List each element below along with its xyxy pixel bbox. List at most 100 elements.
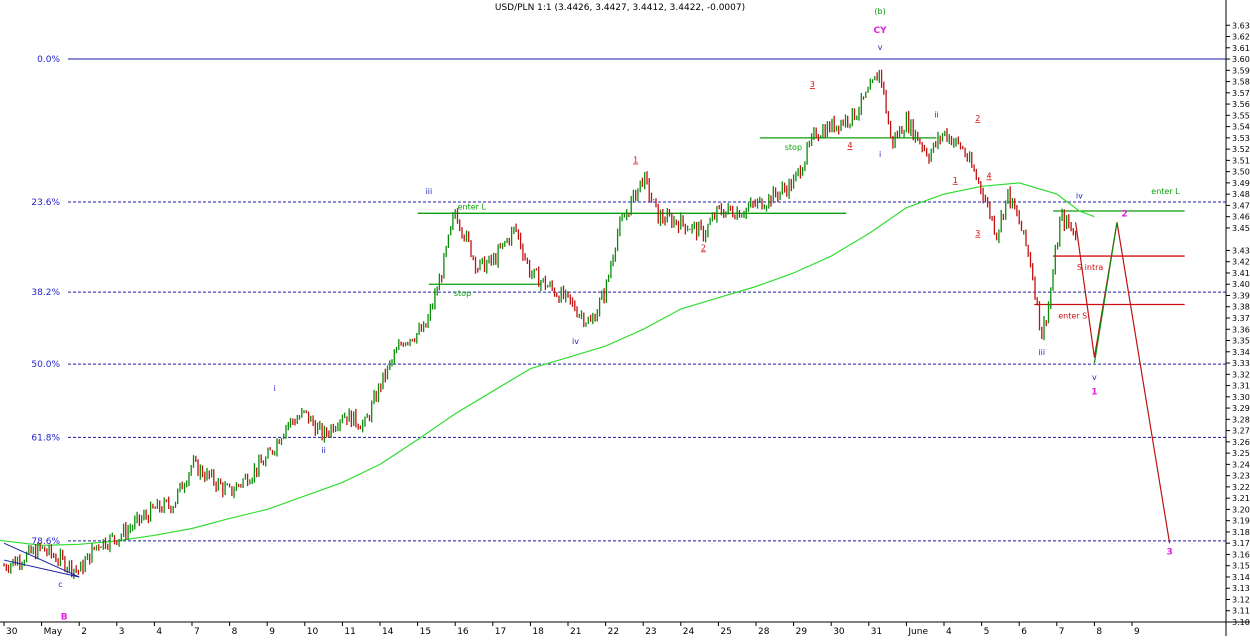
y-tick-label: 3.13	[1232, 584, 1250, 593]
wave-label: (b)	[874, 7, 885, 16]
x-tick-label: 30	[6, 627, 18, 636]
y-tick-label: 3.55	[1232, 111, 1250, 120]
wave-label: 1	[633, 156, 638, 165]
wave-label: c	[58, 580, 62, 589]
wave-label: i	[274, 384, 276, 393]
y-tick-label: 3.42	[1232, 258, 1250, 267]
wave-label: v	[878, 43, 883, 52]
y-tick-label: 3.24	[1232, 460, 1250, 469]
fib-level-label: 61.8%	[31, 433, 60, 443]
y-tick-label: 3.39	[1232, 291, 1250, 300]
x-tick-label: 8	[232, 627, 238, 636]
x-tick-label: 11	[344, 627, 355, 636]
y-tick-label: 3.48	[1232, 190, 1250, 199]
y-axis: 3.63 3.62 3.61 3.60 3.59 3.58 3.57 3.56 3.55 3.54…	[1226, 21, 1250, 627]
wave-label: iii	[426, 187, 433, 196]
y-tick-label: 3.38	[1232, 303, 1250, 312]
x-tick-label: 23	[645, 627, 656, 636]
fibonacci-levels: 0.0% 23.6% 38.2% 50.0% 61.8% 78.6%	[31, 55, 1226, 547]
x-tick-label: 31	[871, 627, 882, 636]
wave-label: 4	[847, 141, 852, 150]
y-tick-label: 3.32	[1232, 370, 1250, 379]
wave-label: B	[61, 613, 68, 623]
y-tick-label: 3.36	[1232, 325, 1250, 334]
x-tick-label: 3	[119, 627, 125, 636]
moving-average-line	[0, 182, 1095, 547]
projection-green-line	[1093, 222, 1118, 364]
moving-average	[0, 182, 1095, 547]
y-tick-label: 3.16	[1232, 550, 1250, 559]
x-tick-label: 10	[307, 627, 319, 636]
x-tick-label: 17	[495, 627, 506, 636]
wave-label: 1	[953, 176, 958, 185]
y-tick-label: 3.34	[1232, 348, 1250, 357]
y-tick-label: 3.20	[1232, 505, 1250, 514]
y-tick-label: 3.21	[1232, 494, 1250, 503]
wave-label: ii	[321, 446, 325, 455]
y-tick-label: 3.33	[1232, 359, 1250, 368]
wave-label: 2	[1121, 210, 1127, 220]
x-tick-label: June	[907, 627, 928, 636]
x-tick-label: 22	[608, 627, 619, 636]
wave-label: iv	[572, 337, 579, 346]
y-tick-label: 3.58	[1232, 78, 1250, 87]
y-tick-label: 3.22	[1232, 483, 1250, 492]
fib-level-label: 23.6%	[31, 198, 60, 208]
y-tick-label: 3.60	[1232, 55, 1250, 64]
x-tick-label: 4	[156, 627, 162, 636]
y-tick-label: 3.23	[1232, 472, 1250, 481]
wave-label: iii	[1038, 348, 1045, 357]
wave-label: CY	[874, 26, 888, 36]
level-label: stop	[785, 143, 802, 152]
fib-level-label: 0.0%	[37, 55, 60, 65]
x-tick-label: 2	[81, 627, 87, 636]
y-tick-label: 3.25	[1232, 449, 1250, 458]
y-tick-label: 3.56	[1232, 100, 1250, 109]
wave-label: 2	[701, 243, 706, 252]
x-tick-label: 24	[683, 627, 695, 636]
y-tick-label: 3.46	[1232, 213, 1250, 222]
wave-label: 4	[987, 171, 992, 180]
y-tick-label: 3.18	[1232, 528, 1250, 537]
y-tick-label: 3.52	[1232, 145, 1250, 154]
x-tick-label: 14	[382, 627, 394, 636]
y-tick-label: 3.62	[1232, 33, 1250, 42]
x-tick-label: 8	[1096, 627, 1102, 636]
wave-label: 1	[1091, 388, 1097, 398]
y-tick-label: 3.51	[1232, 156, 1250, 165]
y-tick-label: 3.47	[1232, 201, 1250, 210]
y-tick-label: 3.41	[1232, 269, 1250, 278]
wave-label: 3	[810, 80, 815, 89]
y-tick-label: 3.53	[1232, 134, 1250, 143]
wave-label: 3	[1166, 547, 1172, 557]
y-tick-label: 3.50	[1232, 168, 1250, 177]
x-tick-label: 15	[420, 627, 431, 636]
x-tick-label: 21	[570, 627, 581, 636]
y-tick-label: 3.61	[1232, 44, 1250, 53]
y-tick-label: 3.27	[1232, 427, 1250, 436]
x-tick-label: 28	[758, 627, 770, 636]
x-tick-label: 7	[1059, 627, 1065, 636]
level-label: enter S	[1058, 311, 1087, 320]
y-tick-label: 3.57	[1232, 89, 1250, 98]
wave-label: 3	[975, 229, 980, 238]
y-tick-label: 3.35	[1232, 337, 1250, 346]
wave-label: iv	[1076, 192, 1083, 201]
level-label: enter L	[1151, 187, 1180, 196]
x-tick-label: 7	[194, 627, 200, 636]
price-series	[3, 69, 1077, 580]
x-tick-label: 30	[833, 627, 845, 636]
wave-label: ii	[934, 111, 938, 120]
y-tick-label: 3.19	[1232, 517, 1250, 526]
x-tick-label: 29	[796, 627, 808, 636]
x-tick-label: 18	[532, 627, 544, 636]
x-tick-label: 6	[1021, 627, 1027, 636]
y-tick-label: 3.54	[1232, 123, 1250, 132]
wedge-line-upper	[3, 542, 80, 578]
y-tick-label: 3.15	[1232, 562, 1250, 571]
y-tick-label: 3.29	[1232, 404, 1250, 413]
x-tick-label: 9	[269, 627, 275, 636]
wave-label: v	[1092, 373, 1097, 382]
y-tick-label: 3.31	[1232, 382, 1250, 391]
